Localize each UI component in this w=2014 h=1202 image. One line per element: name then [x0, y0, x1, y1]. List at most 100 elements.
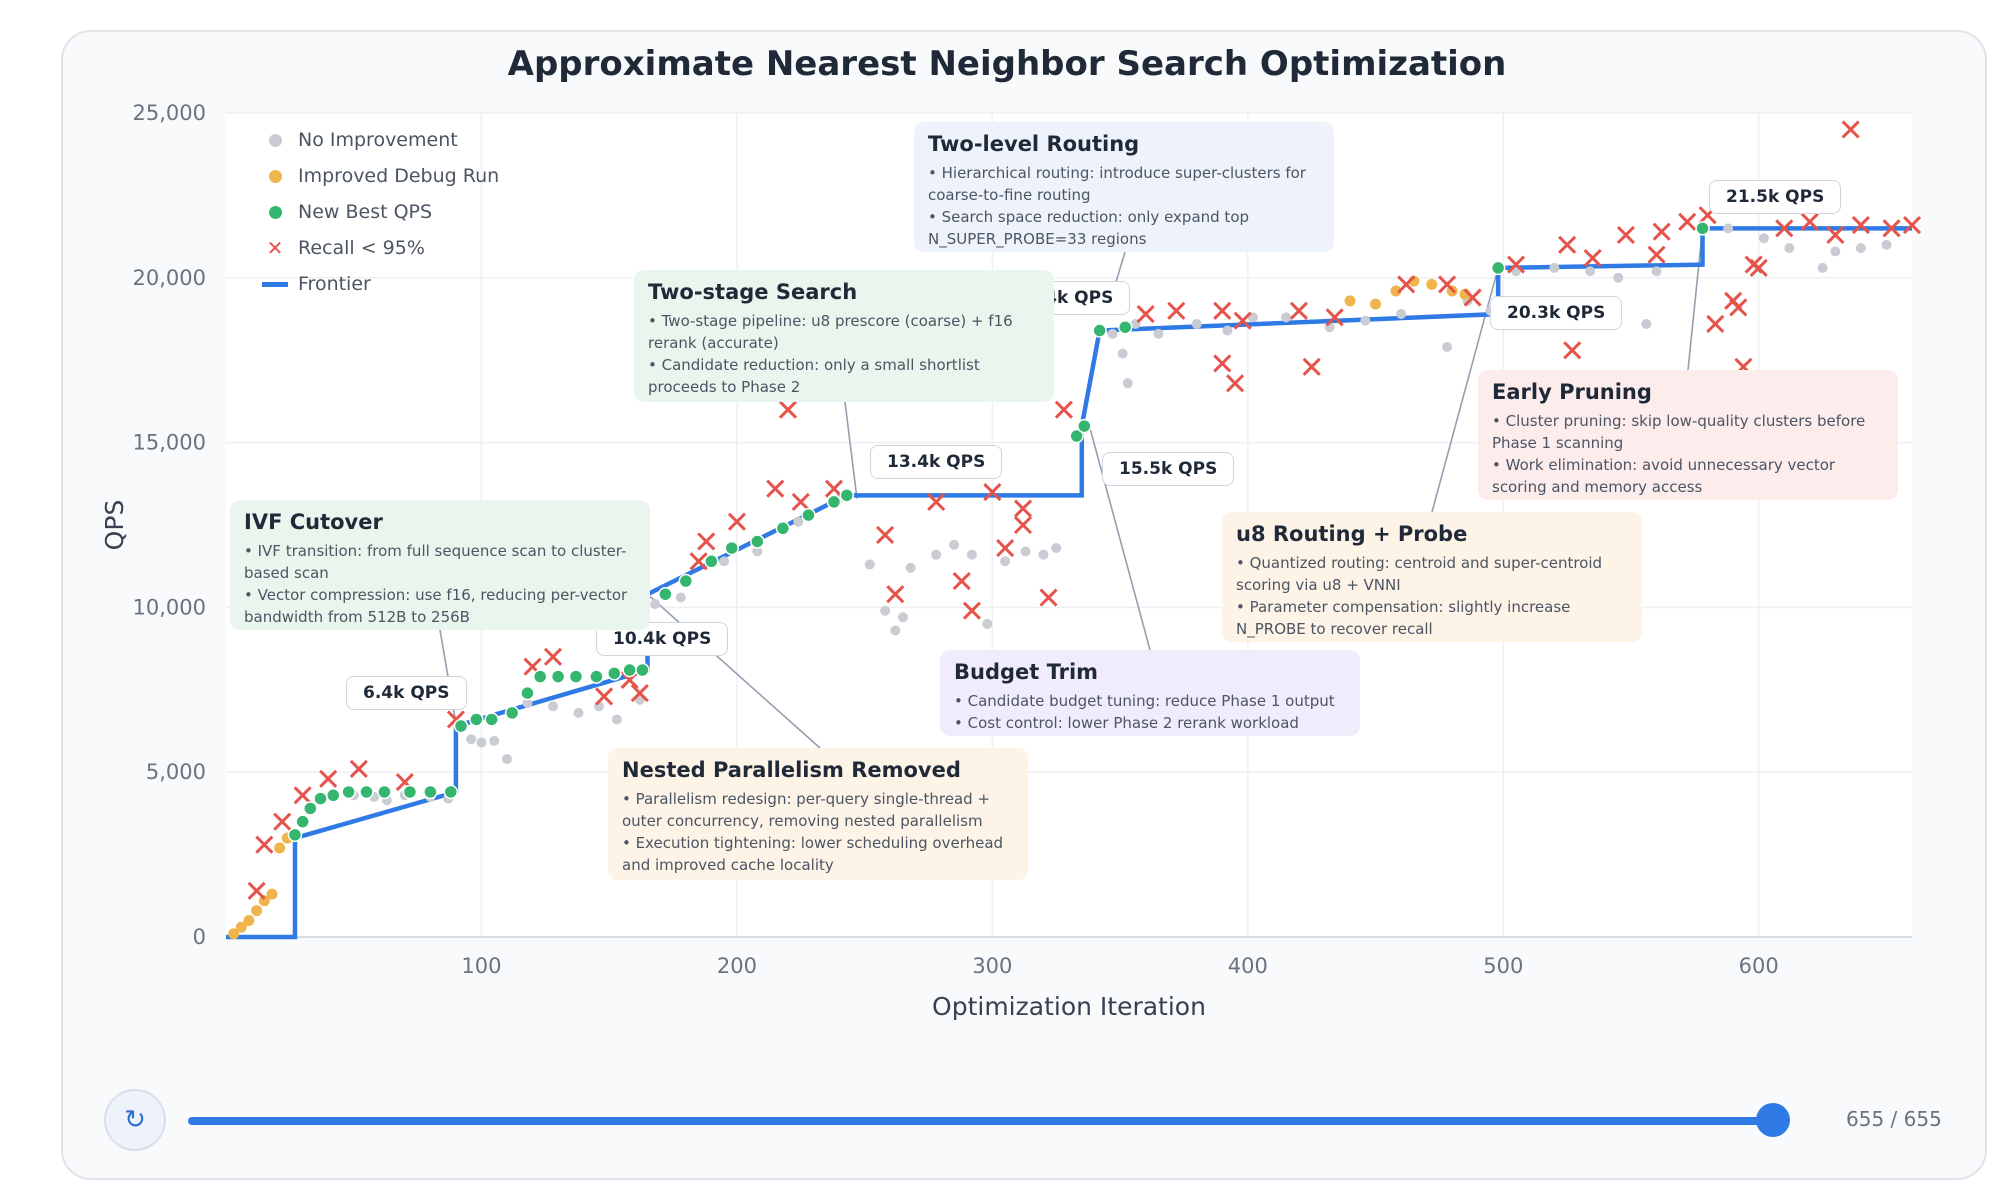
no-improvement-point	[1117, 348, 1128, 359]
value-label-6-4k: 6.4k QPS	[346, 676, 467, 710]
new-best-point	[775, 521, 791, 536]
x-tick-label: 200	[717, 954, 757, 978]
no-improvement-point	[1107, 328, 1118, 339]
no-improvement-point	[1651, 266, 1662, 277]
new-best-point	[635, 662, 650, 678]
no-improvement-point	[890, 625, 901, 636]
annotation-two-stage-search: Two-stage Search • Two-stage pipeline: u…	[634, 270, 1054, 402]
recall-cross-point	[1841, 120, 1860, 139]
recall-cross-point	[983, 482, 1002, 502]
value-label-20-3k: 20.3k QPS	[1490, 296, 1623, 330]
y-tick-label: 20,000	[133, 266, 206, 290]
new-best-point	[295, 814, 310, 829]
recall-cross-point	[1882, 219, 1901, 238]
y-tick-label: 0	[193, 925, 206, 949]
recall-cross-point	[824, 479, 844, 498]
recall-cross-point	[1563, 341, 1582, 360]
recall-cross-point	[319, 769, 338, 788]
no-improvement-point	[1549, 262, 1560, 273]
no-improvement-point	[1281, 312, 1292, 323]
y-tick-label: 25,000	[133, 101, 206, 125]
recall-cross-point	[1652, 222, 1671, 241]
recall-cross-point	[727, 512, 746, 531]
debug-run-point	[266, 888, 278, 900]
new-best-point	[504, 705, 520, 721]
x-axis-label: Optimization Iteration	[932, 992, 1206, 1021]
no-improvement-point	[1038, 549, 1049, 560]
progress-slider-thumb[interactable]	[1756, 1103, 1790, 1137]
new-best-point	[469, 712, 484, 727]
no-improvement-point	[1051, 543, 1062, 554]
x-tick-label: 600	[1739, 954, 1779, 978]
new-best-point	[622, 662, 637, 678]
no-improvement-point	[522, 697, 533, 708]
no-improvement-point	[1641, 318, 1652, 329]
debug-run-point	[1390, 285, 1402, 297]
recall-cross-point	[927, 492, 946, 511]
no-improvement-point	[1817, 262, 1828, 273]
recall-cross-point	[1302, 357, 1321, 376]
new-best-point	[658, 586, 673, 602]
recall-cross-point	[247, 881, 266, 900]
legend-item-no-improvement: No Improvement	[262, 122, 499, 158]
recall-cross-point	[1558, 235, 1577, 254]
new-best-point	[303, 801, 318, 816]
new-best-point	[313, 791, 328, 806]
new-best-point	[287, 827, 303, 843]
recall-cross-point	[1744, 255, 1763, 274]
debug-run-point	[274, 842, 286, 854]
cross-icon: ✕	[266, 236, 284, 260]
recall-cross-point	[1438, 275, 1457, 294]
recall-cross-point	[1233, 311, 1252, 330]
new-best-point	[724, 540, 740, 556]
debug-run-point	[228, 928, 240, 940]
recall-cross-point	[1851, 216, 1870, 235]
recall-cross-point	[689, 552, 708, 571]
no-improvement-point	[1758, 233, 1769, 244]
x-tick-label: 300	[972, 954, 1012, 978]
no-improvement-point	[1442, 342, 1453, 353]
no-improvement-point	[1020, 546, 1031, 557]
replay-button[interactable]: ↻	[104, 1089, 166, 1151]
recall-cross-point	[1775, 219, 1794, 238]
annotation-connector	[1088, 425, 1151, 651]
recall-cross-point	[1054, 400, 1073, 419]
new-best-point	[1092, 323, 1107, 338]
no-improvement-point	[1613, 272, 1624, 283]
no-improvement-point	[675, 592, 686, 603]
recall-cross-point	[255, 835, 274, 854]
recall-cross-point	[778, 400, 798, 419]
new-best-point	[423, 784, 438, 800]
annotation-connector	[844, 401, 858, 499]
legend-item-frontier: Frontier	[262, 266, 499, 302]
new-best-point	[550, 669, 566, 684]
recall-cross-point	[1213, 354, 1232, 373]
new-best-point	[1069, 428, 1084, 444]
no-improvement-point	[1855, 243, 1866, 254]
new-best-point	[1490, 260, 1506, 276]
recall-cross-point	[1289, 301, 1308, 320]
chart-title: Approximate Nearest Neighbor Search Opti…	[507, 44, 1507, 84]
no-improvement-point	[752, 546, 763, 557]
no-improvement-point	[1360, 315, 1371, 326]
debug-run-point	[1344, 295, 1356, 307]
annotation-early-pruning: Early Pruning • Cluster pruning: skip lo…	[1478, 370, 1898, 500]
no-improvement-point	[489, 735, 500, 746]
legend-item-new-best: New Best QPS	[262, 194, 499, 230]
no-improvement-point	[611, 714, 622, 725]
no-improvement-point	[880, 605, 891, 616]
new-best-point	[678, 573, 694, 589]
new-best-point	[801, 507, 816, 523]
new-best-point	[750, 534, 765, 549]
recall-cross-point	[1506, 255, 1526, 274]
new-best-point	[589, 669, 604, 684]
annotation-two-level-routing: Two-level Routing • Hierarchical routing…	[914, 122, 1334, 252]
no-improvement-point	[476, 737, 487, 748]
recall-cross-point	[349, 759, 368, 778]
recall-cross-point	[293, 786, 312, 805]
debug-run-point	[258, 895, 270, 907]
progress-slider-track[interactable]	[188, 1117, 1774, 1125]
new-best-point	[826, 494, 842, 510]
y-tick-label: 5,000	[146, 760, 206, 784]
recall-cross-point	[1800, 212, 1819, 231]
